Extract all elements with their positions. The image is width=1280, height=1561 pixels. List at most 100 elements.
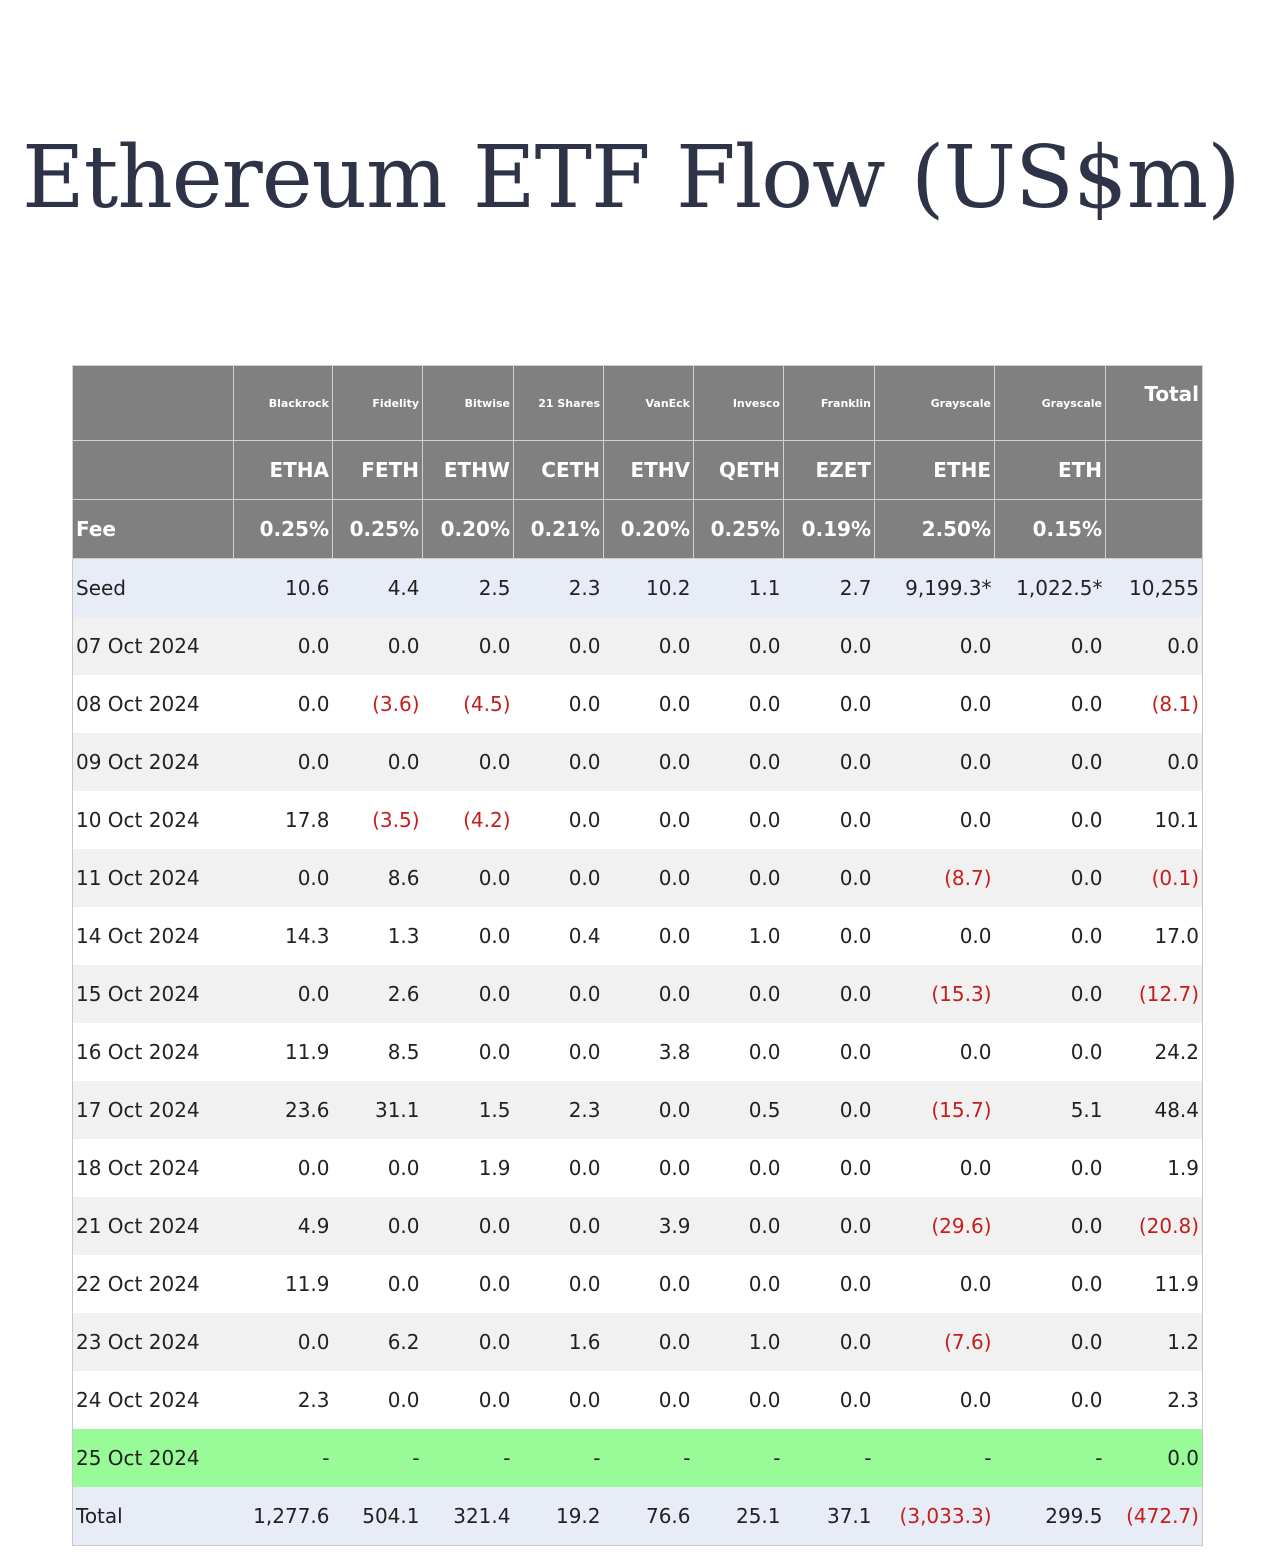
- flow-value: 0.0: [839, 924, 872, 948]
- flow-value: 0.0: [783, 1313, 875, 1371]
- issuer-name: Franklin: [783, 365, 875, 441]
- flow-value: 0.0: [748, 1156, 781, 1180]
- flow-value: -: [603, 1429, 694, 1487]
- flow-value: (3,033.3): [874, 1487, 995, 1546]
- row-label: 08 Oct 2024: [76, 692, 200, 716]
- flow-value: 0.0: [332, 733, 423, 791]
- flow-value: 14.3: [284, 924, 330, 948]
- flow-value: 0.0: [513, 849, 604, 907]
- flow-value: 0.0: [748, 1272, 781, 1296]
- flow-value: 0.0: [1105, 617, 1203, 675]
- flow-value: (472.7): [1105, 1487, 1203, 1546]
- data-row: 17 Oct 2024 23.6 31.1 1.5 2.3 0.0 0.5 0.0 (15.7)…: [72, 1081, 1203, 1139]
- issuer-name: Grayscale: [994, 365, 1106, 441]
- flow-value: 0.0: [959, 1272, 992, 1296]
- flow-value: 0.0: [693, 733, 784, 791]
- row-label: 24 Oct 2024: [76, 1388, 200, 1412]
- flow-value: -: [422, 1429, 514, 1487]
- flow-value: 0.0: [568, 808, 601, 832]
- ticker: ETHW: [422, 440, 514, 500]
- flow-value: 0.0: [748, 1388, 781, 1412]
- flow-value: 23.6: [233, 1081, 333, 1139]
- flow-value: 0.0: [748, 692, 781, 716]
- fee: 0.25%: [233, 499, 333, 559]
- flow-value: 0.0: [959, 1156, 992, 1180]
- flow-value: -: [513, 1429, 604, 1487]
- flow-value: 0.0: [1070, 808, 1103, 832]
- flow-value: 2.3: [1167, 1388, 1199, 1412]
- flow-value: -: [874, 1429, 995, 1487]
- flow-value: 0.0: [959, 808, 992, 832]
- flow-value: 0.0: [959, 924, 992, 948]
- flow-value: 6.2: [332, 1313, 423, 1371]
- data-row: 11 Oct 2024 0.0 8.6 0.0 0.0 0.0 0.0 0.0 (8.7) 0.0…: [72, 849, 1203, 907]
- data-row: 21 Oct 2024 4.9 0.0 0.0 0.0 3.9 0.0 0.0 (29.6) 0.…: [72, 1197, 1203, 1255]
- flow-value: 0.0: [1070, 924, 1103, 948]
- ticker: ETHA: [233, 440, 333, 500]
- flow-value: 0.0: [603, 849, 694, 907]
- flow-value: 1.0: [748, 924, 781, 948]
- flow-value: 0.0: [568, 1272, 601, 1296]
- flow-value: 0.0: [994, 965, 1106, 1023]
- fee-row: Fee 0.25% 0.25% 0.20% 0.21% 0.20% 0.25% 0.19% 2.…: [72, 499, 1203, 559]
- flow-value: 0.0: [387, 1388, 420, 1412]
- issuer-name: Bitwise: [422, 365, 514, 441]
- flow-value: 0.0: [783, 733, 875, 791]
- row-label: 17 Oct 2024: [72, 1081, 234, 1139]
- flow-value: 0.5: [693, 1081, 784, 1139]
- flow-value: 0.0: [568, 692, 601, 716]
- flow-value: 0.0: [839, 1040, 872, 1064]
- flow-value: 0.0: [959, 692, 992, 716]
- fee: 0.20%: [603, 499, 694, 559]
- flow-value: 0.0: [874, 617, 995, 675]
- header-cell: [1105, 499, 1203, 559]
- flow-value: 0.0: [1105, 1429, 1203, 1487]
- flow-value: 0.0: [513, 965, 604, 1023]
- flow-value: 0.0: [748, 808, 781, 832]
- flow-value: 0.0: [422, 617, 514, 675]
- issuer-name: Total: [1105, 365, 1203, 441]
- flow-value: 2.3: [513, 1081, 604, 1139]
- flow-value: 299.5: [994, 1487, 1106, 1546]
- flow-value: 0.0: [233, 617, 333, 675]
- row-label: 09 Oct 2024: [72, 733, 234, 791]
- issuer-name: Invesco: [693, 365, 784, 441]
- flow-value: 5.1: [994, 1081, 1106, 1139]
- header-cell: [1105, 440, 1203, 500]
- flow-value: 3.8: [658, 1040, 691, 1064]
- flow-value: 0.0: [233, 1313, 333, 1371]
- flow-value: 0.0: [513, 733, 604, 791]
- flow-value: 0.0: [693, 1197, 784, 1255]
- flow-value: 25.1: [693, 1487, 784, 1546]
- flow-table: Blackrock Fidelity Bitwise 21 Shares VanEck I…: [72, 365, 1203, 1546]
- flow-value: 1,022.5*: [994, 558, 1106, 617]
- ticker: CETH: [513, 440, 604, 500]
- fee: 0.19%: [783, 499, 875, 559]
- fee: 0.25%: [693, 499, 784, 559]
- row-label: 25 Oct 2024: [72, 1429, 234, 1487]
- fee-label: Fee: [72, 499, 234, 559]
- row-label: Seed: [72, 558, 234, 617]
- header-cell: [72, 365, 234, 441]
- data-row: 22 Oct 2024 11.9 0.0 0.0 0.0 0.0 0.0 0.0 0.0 0.0 1…: [73, 1255, 1203, 1313]
- flow-value: 0.0: [839, 1272, 872, 1296]
- flow-value: 3.9: [603, 1197, 694, 1255]
- flow-value: (15.7): [874, 1081, 995, 1139]
- row-label: 16 Oct 2024: [76, 1040, 200, 1064]
- flow-value: 9,199.3*: [874, 558, 995, 617]
- flow-value: 1.3: [387, 924, 420, 948]
- row-label: 14 Oct 2024: [76, 924, 200, 948]
- flow-value: 10.2: [603, 558, 694, 617]
- flow-value: -: [332, 1429, 423, 1487]
- flow-value: 0.0: [1070, 1040, 1103, 1064]
- flow-value: 0.0: [568, 1388, 601, 1412]
- flow-value: 0.0: [513, 617, 604, 675]
- flow-value: 0.4: [568, 924, 601, 948]
- flow-value: 321.4: [422, 1487, 514, 1546]
- data-row: Seed 10.6 4.4 2.5 2.3 10.2 1.1 2.7 9,199.3* 1,022…: [72, 558, 1203, 617]
- header-cell: [72, 440, 234, 500]
- flow-value: 0.0: [658, 1272, 691, 1296]
- data-row: 16 Oct 2024 11.9 8.5 0.0 0.0 3.8 0.0 0.0 0.0 0.0 2…: [73, 1023, 1203, 1081]
- flow-value: (4.2): [463, 808, 511, 832]
- fee: 2.50%: [874, 499, 995, 559]
